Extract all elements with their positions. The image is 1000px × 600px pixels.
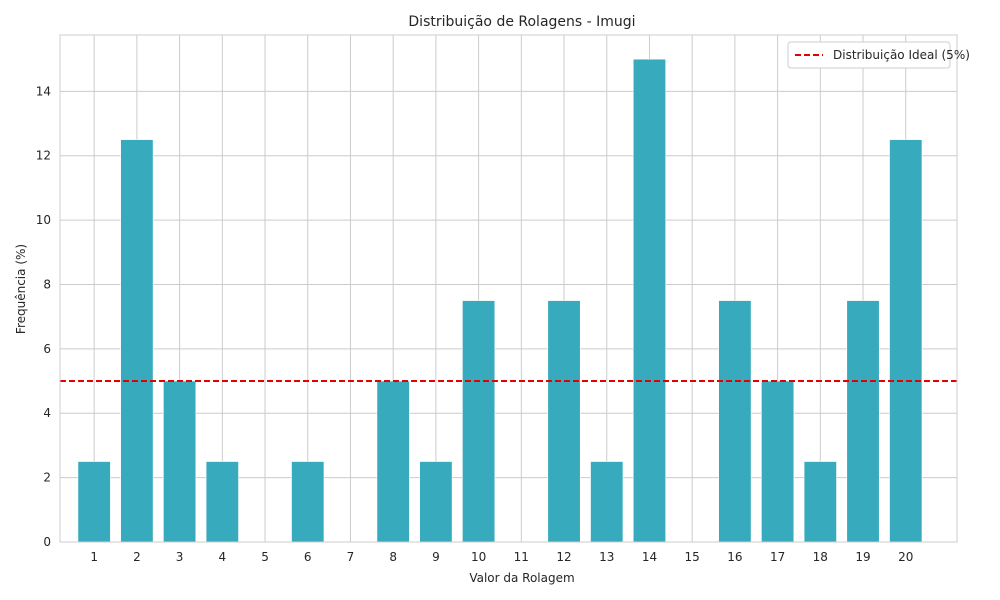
plot-area-background [60, 35, 957, 542]
x-tick-label: 3 [176, 550, 184, 564]
bar-4 [205, 461, 239, 543]
bar-2 [120, 139, 154, 543]
bars [77, 58, 923, 543]
bar-16 [718, 300, 752, 543]
x-tick-label: 11 [514, 550, 529, 564]
y-tick-label: 12 [36, 149, 51, 163]
bar-19 [846, 300, 880, 543]
x-tick-label: 15 [685, 550, 700, 564]
x-tick-label: 7 [347, 550, 355, 564]
x-tick-label: 20 [898, 550, 913, 564]
bar-18 [803, 461, 837, 543]
x-tick-label: 19 [855, 550, 870, 564]
bar-17 [761, 380, 795, 543]
bar-1 [77, 461, 111, 543]
plot-area-frame [59, 34, 958, 543]
bar-8 [376, 380, 410, 543]
legend: Distribuição Ideal (5%) [787, 41, 970, 69]
y-tick-label: 6 [43, 342, 51, 356]
x-tick-label: 4 [218, 550, 226, 564]
bar-6 [291, 461, 325, 543]
y-tick-label: 2 [43, 471, 51, 485]
x-axis-label: Valor da Rolagem [469, 571, 574, 585]
bar-13 [590, 461, 624, 543]
bar-10 [462, 300, 496, 543]
bar-9 [419, 461, 453, 543]
x-tick-label: 16 [727, 550, 742, 564]
y-tick-label: 8 [43, 277, 51, 291]
bar-20 [889, 139, 923, 543]
bar-12 [547, 300, 581, 543]
bar-3 [163, 380, 197, 543]
y-tick-label: 4 [43, 406, 51, 420]
x-tick-labels: 1 2 3 4 5 6 7 8 9 10 11 12 13 14 15 16 17 18 19 20 [90, 550, 913, 564]
x-tick-label: 12 [556, 550, 571, 564]
x-tick-label: 9 [432, 550, 440, 564]
bar-14 [632, 58, 666, 543]
x-tick-label: 1 [90, 550, 98, 564]
y-tick-label: 0 [43, 535, 51, 549]
x-tick-label: 6 [304, 550, 312, 564]
x-tick-label: 8 [389, 550, 397, 564]
chart-title: Distribuição de Rolagens - Imugi [408, 14, 635, 30]
x-tick-label: 10 [471, 550, 486, 564]
legend-label-reference-line: Distribuição Ideal (5%) [833, 48, 970, 62]
x-tick-label: 17 [770, 550, 785, 564]
x-tick-label: 14 [642, 550, 657, 564]
x-tick-label: 18 [813, 550, 828, 564]
x-tick-label: 5 [261, 550, 269, 564]
y-axis-label: Frequência (%) [14, 244, 28, 334]
x-tick-label: 2 [133, 550, 141, 564]
y-tick-labels: 0 2 4 6 8 10 12 14 [36, 84, 51, 549]
x-tick-label: 13 [599, 550, 614, 564]
y-tick-label: 10 [36, 213, 51, 227]
y-tick-label: 14 [36, 84, 51, 98]
legend-box [787, 41, 951, 69]
